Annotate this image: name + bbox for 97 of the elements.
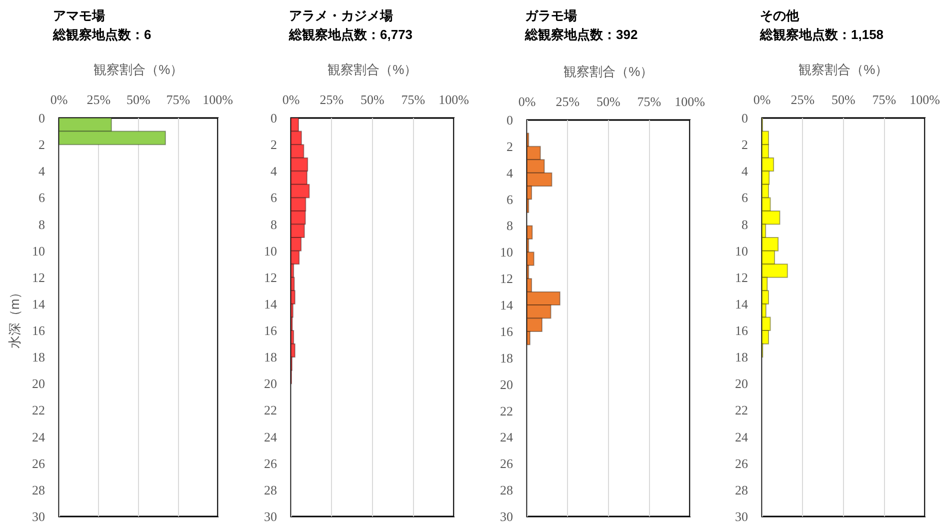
chart-title: アラメ・カジメ場 bbox=[288, 8, 393, 23]
y-tick-label: 12 bbox=[735, 270, 748, 285]
y-tick-label: 28 bbox=[500, 482, 512, 498]
x-tick-label: 50% bbox=[832, 92, 856, 107]
y-tick-label: 6 bbox=[506, 192, 513, 207]
y-tick-label: 16 bbox=[500, 324, 513, 339]
y-tick-label: 0 bbox=[742, 110, 748, 126]
y-tick-label: 4 bbox=[38, 164, 46, 179]
y-tick-label: 8 bbox=[270, 216, 277, 232]
chart-title: その他 bbox=[760, 8, 800, 23]
x-tick-label: 100% bbox=[202, 92, 234, 107]
x-tick-label: 75% bbox=[166, 92, 190, 107]
y-tick-label: 28 bbox=[32, 482, 45, 498]
x-axis-title: 観察割合（%） bbox=[798, 62, 888, 77]
x-tick-label: 75% bbox=[400, 92, 425, 107]
x-tick-label: 25% bbox=[555, 94, 580, 109]
y-tick-label: 8 bbox=[38, 216, 45, 232]
y-tick-label: 12 bbox=[32, 270, 45, 285]
x-tick-label: 75% bbox=[872, 92, 896, 107]
y-tick-label: 20 bbox=[264, 376, 277, 392]
x-tick-label: 75% bbox=[636, 94, 661, 109]
y-tick-label: 18 bbox=[735, 350, 748, 365]
y-tick-label: 10 bbox=[264, 243, 277, 258]
y-tick-label: 30 bbox=[32, 509, 45, 523]
y-tick-label: 14 bbox=[500, 298, 513, 313]
x-tick-label: 25% bbox=[320, 92, 344, 107]
x-tick-label: 50% bbox=[360, 92, 384, 107]
chart-title: ガラモ場 bbox=[524, 8, 576, 23]
x-axis-title: 観察割合（%） bbox=[327, 62, 417, 77]
y-tick-label: 8 bbox=[742, 216, 748, 232]
y-tick-label: 18 bbox=[32, 350, 45, 365]
y-tick-label: 28 bbox=[264, 482, 277, 498]
y-tick-label: 24 bbox=[500, 430, 513, 445]
y-tick-label: 4 bbox=[742, 164, 749, 179]
y-tick-label: 26 bbox=[32, 456, 46, 471]
y-tick-label: 2 bbox=[506, 138, 512, 154]
x-tick-label: 100% bbox=[910, 92, 940, 107]
y-tick-label: 10 bbox=[500, 244, 512, 260]
chart-subtitle: 総観察地点数：6,773 bbox=[288, 27, 412, 42]
y-tick-label: 30 bbox=[264, 509, 277, 523]
y-axis-title: 水深（m） bbox=[7, 286, 22, 349]
x-tick-label: 0% bbox=[282, 92, 300, 107]
y-tick-label: 26 bbox=[500, 456, 513, 472]
y-tick-label: 14 bbox=[264, 296, 278, 312]
chart-subtitle: 総観察地点数：392 bbox=[524, 27, 638, 42]
y-tick-label: 2 bbox=[742, 137, 748, 152]
y-tick-label: 6 bbox=[38, 190, 46, 206]
y-tick-label: 22 bbox=[32, 402, 45, 418]
x-tick-label: 0% bbox=[518, 94, 536, 109]
x-tick-label: 100% bbox=[438, 92, 469, 107]
y-tick-label: 4 bbox=[270, 164, 278, 179]
chart-subtitle: 総観察地点数：1,158 bbox=[759, 27, 884, 42]
y-tick-label: 2 bbox=[270, 137, 277, 152]
y-tick-label: 30 bbox=[500, 509, 512, 523]
y-tick-label: 16 bbox=[32, 323, 46, 338]
y-tick-label: 12 bbox=[264, 270, 277, 285]
y-tick-label: 6 bbox=[270, 190, 278, 206]
y-tick-label: 16 bbox=[735, 323, 749, 338]
y-tick-label: 18 bbox=[500, 350, 512, 366]
y-tick-label: 10 bbox=[32, 243, 45, 258]
x-tick-label: 25% bbox=[791, 92, 816, 107]
y-tick-label: 0 bbox=[506, 112, 512, 128]
y-tick-label: 26 bbox=[264, 456, 278, 471]
chart-title: アマモ場 bbox=[53, 8, 105, 23]
x-tick-label: 50% bbox=[596, 94, 620, 109]
chart-subtitle: 総観察地点数：6 bbox=[52, 27, 152, 42]
x-tick-label: 50% bbox=[126, 92, 150, 107]
y-tick-label: 24 bbox=[264, 429, 278, 444]
y-tick-label: 2 bbox=[38, 137, 45, 152]
x-tick-label: 25% bbox=[86, 92, 111, 107]
y-tick-label: 22 bbox=[735, 402, 748, 418]
y-tick-label: 20 bbox=[32, 376, 45, 392]
y-tick-label: 10 bbox=[735, 243, 748, 258]
y-tick-label: 24 bbox=[735, 429, 749, 444]
y-tick-label: 24 bbox=[32, 429, 46, 444]
y-tick-label: 18 bbox=[264, 350, 277, 365]
y-tick-label: 8 bbox=[506, 218, 512, 234]
y-tick-label: 20 bbox=[500, 376, 512, 392]
y-tick-label: 0 bbox=[38, 110, 45, 126]
y-tick-label: 12 bbox=[500, 271, 512, 286]
x-tick-label: 0% bbox=[754, 92, 772, 107]
x-axis-title: 観察割合（%） bbox=[94, 62, 184, 77]
x-tick-label: 0% bbox=[50, 92, 68, 107]
y-tick-label: 6 bbox=[742, 190, 749, 206]
y-tick-label: 16 bbox=[264, 323, 278, 338]
y-tick-label: 22 bbox=[264, 402, 277, 418]
x-axis-title: 観察割合（%） bbox=[563, 64, 653, 79]
y-tick-label: 14 bbox=[32, 296, 46, 312]
y-tick-label: 0 bbox=[270, 110, 277, 126]
y-tick-label: 4 bbox=[506, 165, 513, 180]
y-tick-label: 20 bbox=[735, 376, 748, 392]
y-tick-label: 26 bbox=[735, 456, 749, 471]
y-tick-label: 22 bbox=[500, 403, 512, 418]
x-tick-label: 100% bbox=[674, 94, 705, 109]
y-tick-label: 28 bbox=[735, 482, 748, 498]
y-tick-label: 14 bbox=[735, 296, 749, 312]
y-tick-label: 30 bbox=[735, 509, 748, 523]
